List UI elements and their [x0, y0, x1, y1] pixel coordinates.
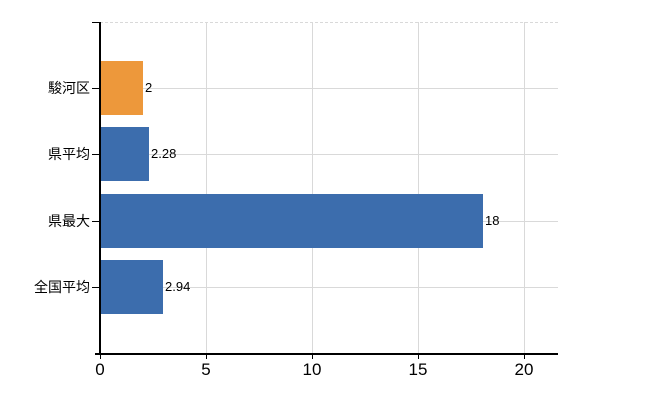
- y-axis-category-tick: [92, 287, 100, 288]
- x-axis-tick-label: 20: [514, 360, 534, 379]
- gridline-vertical: [418, 22, 419, 353]
- gridline-vertical: [524, 22, 525, 353]
- x-axis-tick: [312, 353, 313, 359]
- y-axis-line: [99, 22, 101, 353]
- category-label: 県最大: [48, 213, 90, 229]
- gridline-horizontal: [100, 287, 558, 288]
- y-axis-category-tick: [92, 154, 100, 155]
- x-axis-tick: [100, 353, 101, 359]
- x-axis-tick-label: 15: [408, 360, 428, 379]
- x-axis-tick-label: 0: [95, 360, 105, 379]
- bar-value-label: 2: [145, 80, 153, 95]
- gridline-horizontal: [100, 154, 558, 155]
- bar: [101, 61, 143, 115]
- y-axis-category-tick: [92, 221, 100, 222]
- category-label: 県平均: [48, 146, 90, 162]
- bar: [101, 194, 483, 248]
- bar-value-label: 18: [485, 213, 500, 228]
- bar-value-label: 2.28: [151, 146, 177, 161]
- x-axis-tick: [524, 353, 525, 359]
- x-axis-line: [95, 353, 558, 355]
- category-label: 駿河区: [48, 80, 90, 96]
- bar: [101, 127, 149, 181]
- x-axis-tick: [206, 353, 207, 359]
- x-axis-tick-label: 5: [201, 360, 211, 379]
- gridline-horizontal: [100, 88, 558, 89]
- y-axis-category-tick: [92, 88, 100, 89]
- bar-value-label: 2.94: [165, 279, 191, 294]
- y-axis-top-tick: [92, 22, 100, 23]
- plot-top-border: [100, 22, 558, 23]
- x-axis-tick: [418, 353, 419, 359]
- gridline-vertical: [206, 22, 207, 353]
- category-label: 全国平均: [34, 279, 90, 295]
- bar: [101, 260, 163, 314]
- x-axis-tick-label: 10: [302, 360, 322, 379]
- gridline-vertical: [312, 22, 313, 353]
